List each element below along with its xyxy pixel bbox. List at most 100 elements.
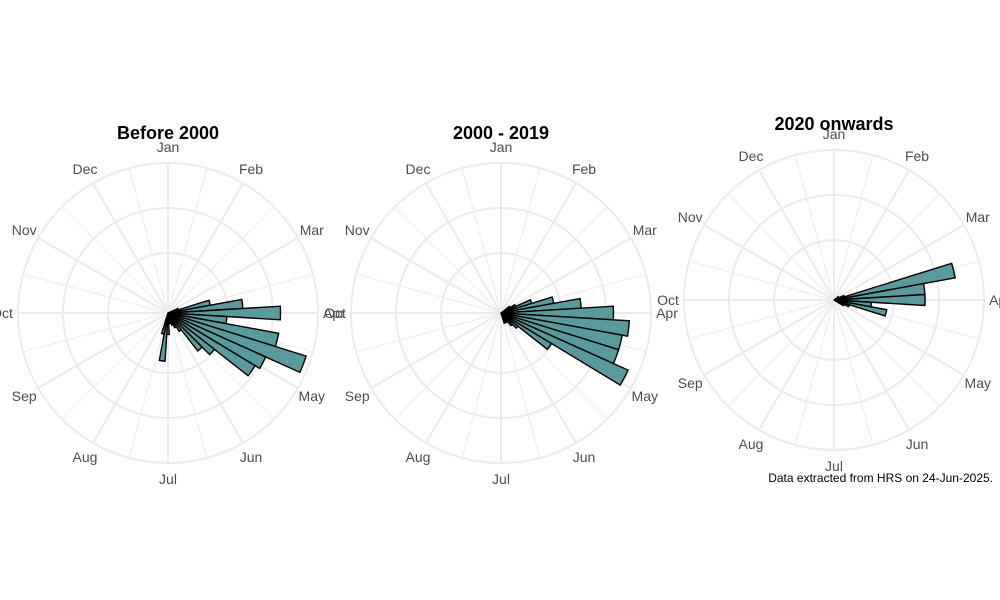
month-label-aug: Aug: [406, 449, 431, 465]
grid-spoke: [688, 260, 835, 301]
panel-title: Before 2000: [117, 123, 219, 143]
grid-spoke: [370, 312, 502, 389]
grid-spoke: [425, 312, 502, 444]
grid-spoke: [833, 154, 874, 301]
month-label-feb: Feb: [905, 148, 929, 164]
month-label-apr: Apr: [656, 305, 678, 321]
grid-spoke: [703, 299, 835, 376]
grid-spoke: [500, 312, 577, 444]
grid-spoke: [727, 193, 835, 301]
panel-title: 2020 onwards: [774, 114, 893, 134]
bar-week-11: [833, 262, 957, 301]
bar-week-13: [167, 305, 282, 321]
bar-week-18: [167, 312, 257, 377]
bar-week-13: [833, 293, 926, 307]
grid-spoke: [833, 299, 910, 431]
month-label-mar: Mar: [966, 209, 990, 225]
bar-week-19: [167, 312, 216, 356]
month-label-jul: Jul: [825, 458, 843, 474]
grid-spoke: [37, 312, 169, 389]
grid-spoke: [833, 193, 941, 301]
bar-series: [833, 262, 957, 317]
month-label-apr: Apr: [989, 292, 1000, 308]
month-label-oct: Oct: [0, 305, 13, 321]
month-label-nov: Nov: [12, 222, 37, 238]
month-label-dec: Dec: [739, 148, 764, 164]
month-label-jun: Jun: [240, 449, 263, 465]
month-label-jun: Jun: [573, 449, 596, 465]
panel-title: 2000 - 2019: [453, 123, 549, 143]
grid-spoke: [37, 237, 169, 314]
grid-spoke: [167, 206, 275, 314]
month-label-sep: Sep: [345, 388, 370, 404]
grid-spoke: [758, 169, 835, 301]
month-label-mar: Mar: [300, 222, 324, 238]
grid-spoke: [22, 312, 169, 353]
grid-spoke: [758, 299, 835, 431]
bar-week-28: [160, 312, 169, 335]
bar-week-20: [167, 312, 204, 352]
polar-grid: [350, 162, 652, 464]
grid-spoke: [61, 206, 169, 314]
month-label-jul: Jul: [159, 471, 177, 487]
bar-week-17: [833, 299, 845, 307]
month-label-oct: Oct: [324, 305, 346, 321]
month-label-feb: Feb: [239, 161, 263, 177]
grid-spoke: [128, 167, 169, 314]
grid-spoke: [22, 273, 169, 314]
grid-spoke: [833, 169, 910, 301]
polar-panel-before-2000: Before 2000 Jan Feb Mar Apr May Jun Jul Aug Sep O…: [0, 123, 345, 487]
grid-spoke: [355, 312, 502, 353]
month-label-nov: Nov: [345, 222, 370, 238]
grid-spoke: [833, 224, 965, 301]
month-label-sep: Sep: [12, 388, 37, 404]
grid-spoke: [500, 237, 632, 314]
grid-spoke: [92, 312, 169, 444]
month-label-dec: Dec: [406, 161, 431, 177]
month-label-nov: Nov: [678, 209, 703, 225]
grid-spoke: [61, 312, 169, 420]
grid-spoke: [703, 224, 835, 301]
grid-spoke: [500, 182, 577, 314]
grid-spoke: [500, 312, 541, 459]
month-label-may: May: [299, 388, 325, 404]
grid-spoke: [794, 299, 835, 446]
bar-week-23: [500, 312, 507, 325]
month-label-apr: Apr: [323, 305, 345, 321]
grid-spoke: [833, 299, 965, 376]
data-source-caption: Data extracted from HRS on 24-Jun-2025.: [768, 471, 993, 485]
grid-spoke: [500, 312, 608, 420]
grid-spoke: [500, 206, 608, 314]
month-label-jun: Jun: [906, 436, 929, 452]
grid-spoke: [394, 206, 502, 314]
month-label-dec: Dec: [73, 161, 98, 177]
month-label-feb: Feb: [572, 161, 596, 177]
grid-spoke: [355, 273, 502, 314]
month-label-jan: Jan: [157, 139, 180, 155]
grid-spoke: [394, 312, 502, 420]
polar-grid: [683, 149, 985, 451]
month-label-aug: Aug: [73, 449, 98, 465]
polar-panel-2000-2019: 2000 - 2019 Jan Feb Mar Apr May Jun Jul Aug Sep O…: [324, 123, 678, 487]
grid-spoke: [167, 167, 208, 314]
month-label-oct: Oct: [657, 292, 679, 308]
grid-spoke: [794, 154, 835, 301]
month-labels: Jan Feb Mar Apr May Jun Jul Aug Sep Oct Nov Dec: [0, 139, 345, 487]
month-label-mar: Mar: [633, 222, 657, 238]
grid-spoke: [727, 299, 835, 407]
grid-spoke: [128, 312, 169, 459]
bar-week-17: [500, 312, 629, 387]
grid-spoke: [461, 167, 502, 314]
grid-spoke: [833, 299, 874, 446]
grid-spoke: [833, 299, 941, 407]
grid-spoke: [370, 237, 502, 314]
grid-spoke: [688, 299, 835, 340]
grid-spoke: [425, 182, 502, 314]
month-label-jan: Jan: [823, 126, 846, 142]
grid-spoke: [167, 237, 299, 314]
polar-panel-2020-onwards: 2020 onwards Jan Feb Mar Apr May Jun Jul Aug Sep…: [657, 114, 1000, 474]
bar-series: [158, 298, 307, 377]
bar-week-17: [167, 312, 267, 370]
month-label-may: May: [965, 375, 991, 391]
grid-spoke: [461, 312, 502, 459]
